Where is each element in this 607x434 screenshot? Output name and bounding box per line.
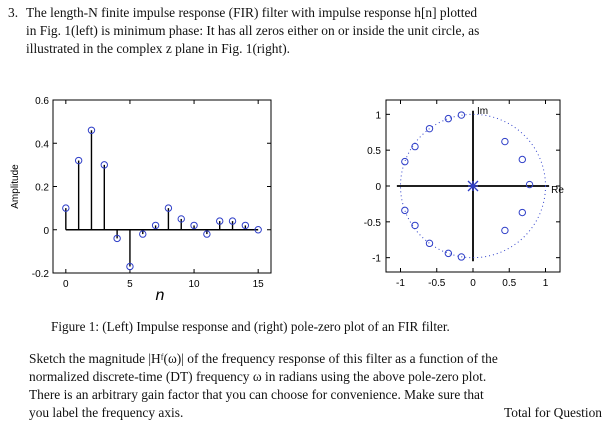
stem-y-tick-label: 0.2 (35, 183, 49, 194)
pz-zero-marker (401, 206, 409, 215)
stem-marker (62, 204, 70, 212)
task-text: Sketch the magnitude |Hᶠ(ω)| of the freq… (29, 350, 602, 422)
stem-y-tick-label: 0.6 (35, 96, 49, 107)
pz-zero-marker (411, 221, 419, 230)
task-line-1: Sketch the magnitude |Hᶠ(ω)| of the freq… (29, 351, 498, 366)
pz-x-tick-label: -0.5 (428, 278, 446, 289)
pz-x-tick-label: 0 (470, 278, 476, 289)
pz-imag-axis-label: Im (477, 106, 488, 117)
stem-marker (74, 156, 83, 165)
task-line-4: you label the frequency axis. (29, 405, 184, 420)
problem-line-2: in Fig. 1(left) is minimum phase: It has… (26, 23, 480, 38)
stem-marker (228, 217, 237, 225)
pz-x-tick-label: 0.5 (502, 278, 516, 289)
pz-y-tick-label: 0.5 (367, 146, 381, 157)
stem-marker (139, 230, 147, 238)
pz-zero-marker (411, 142, 419, 151)
pz-zero-marker (457, 253, 466, 261)
task-line-3: There is an arbitrary gain factor that y… (29, 387, 484, 402)
stem-marker (87, 126, 96, 134)
stem-y-axis-label: Amplitude (10, 164, 21, 209)
problem-statement: 3. The length-N finite impulse response … (8, 4, 602, 58)
stem-x-tick-label: 5 (127, 279, 133, 290)
stem-x-tick-label: 0 (63, 279, 69, 290)
pz-pole-marker (467, 180, 479, 192)
pz-real-axis-label: Re (551, 185, 564, 196)
stem-marker (177, 215, 185, 223)
stem-marker (216, 217, 224, 225)
stem-y-tick-label: -0.2 (32, 269, 50, 280)
stem-x-axis-label: n (156, 287, 165, 304)
pz-zero-marker (501, 226, 509, 235)
stem-plot-frame (52, 99, 272, 274)
pz-unit-circle (400, 113, 546, 259)
stem-marker (254, 226, 262, 234)
stem-y-tick-label: 0.4 (35, 139, 49, 150)
stem-y-tick-label: 0 (43, 226, 49, 237)
stem-x-tick-label: 15 (253, 279, 265, 290)
stem-marker (113, 234, 121, 243)
stem-marker (100, 161, 108, 169)
pz-y-tick-label: 0 (375, 182, 381, 193)
problem-line-1: The length-N finite impulse response (FI… (26, 5, 478, 20)
stem-marker (151, 221, 160, 230)
pz-y-tick-label: -0.5 (364, 218, 382, 229)
pz-x-tick-label: -1 (396, 278, 405, 289)
pz-y-tick-label: -1 (372, 254, 381, 265)
pz-zero-marker (444, 249, 453, 258)
task-line-2: normalized discrete-time (DT) frequency … (29, 369, 487, 384)
stem-marker (190, 221, 198, 230)
pz-zero-marker (425, 239, 434, 248)
task-line-4-row: you label the frequency axis. Total for … (29, 404, 602, 422)
stem-marker (164, 204, 173, 212)
pz-zero-marker (501, 137, 509, 146)
figure-caption: Figure 1: (Left) Impulse response and (r… (51, 319, 450, 334)
pz-zero-marker (525, 180, 534, 189)
problem-line-3: illustrated in the complex z plane in Fi… (26, 41, 291, 56)
pz-y-tick-label: 1 (375, 110, 381, 121)
stem-marker (241, 221, 250, 230)
stem-marker (203, 230, 211, 238)
stem-x-tick-label: 10 (188, 279, 200, 290)
problem-number: 3. (8, 5, 19, 20)
pz-zero-marker (457, 111, 466, 119)
pz-x-tick-label: 1 (543, 278, 549, 289)
pz-zero-marker (518, 155, 526, 164)
pz-zero-marker (518, 208, 526, 217)
pz-zero-marker (425, 124, 434, 133)
pz-zero-marker (401, 157, 409, 166)
pz-zero-marker (444, 114, 453, 123)
question-total-label: Total for Question (504, 405, 602, 420)
stem-marker (126, 262, 134, 271)
problem-text: The length-N finite impulse response (FI… (26, 4, 602, 58)
